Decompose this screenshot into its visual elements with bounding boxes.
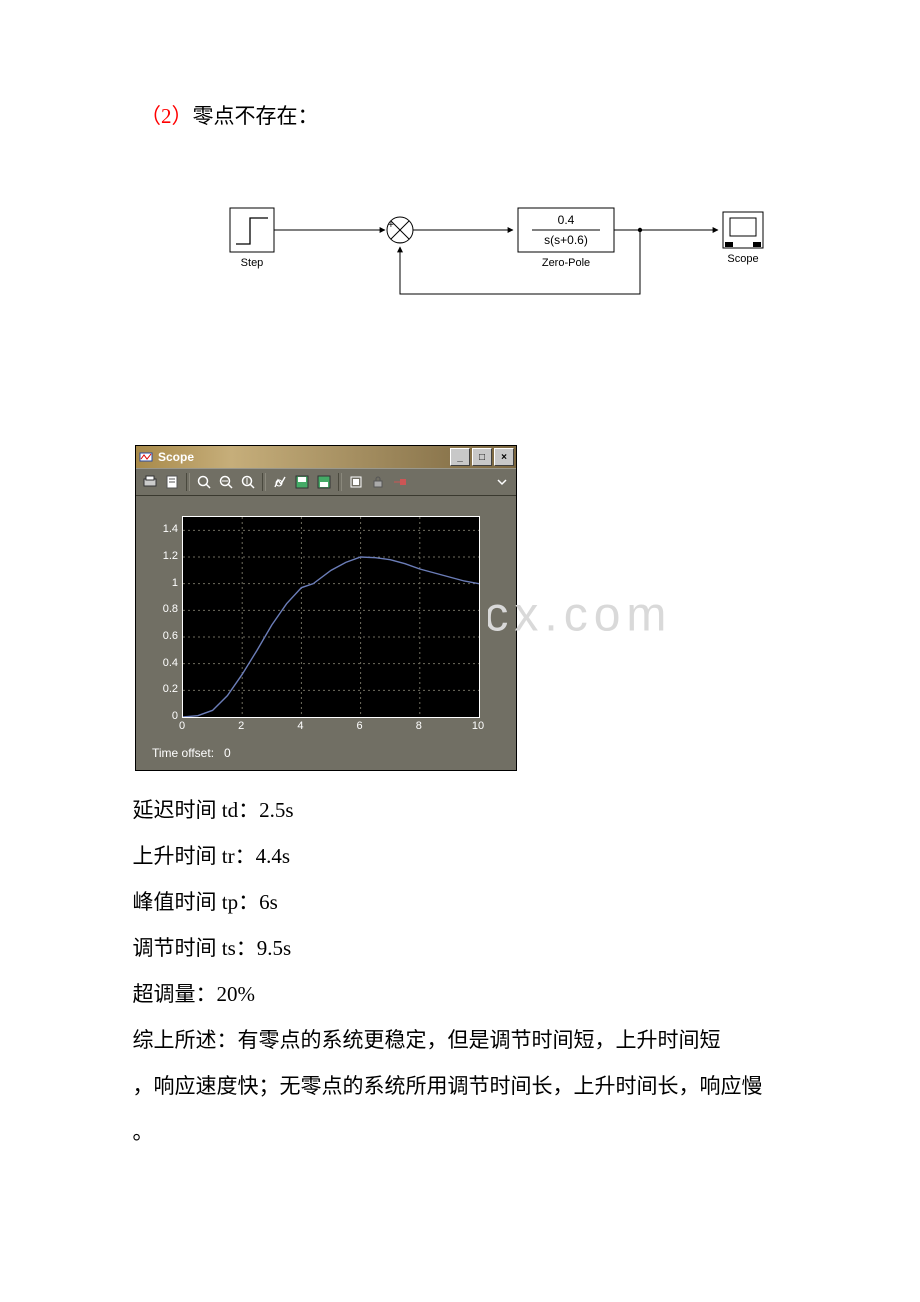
ov-value: 20% bbox=[217, 982, 256, 1006]
td-value: 2.5s bbox=[259, 798, 293, 822]
close-button[interactable]: × bbox=[494, 448, 514, 466]
scope-window: Scope _ □ × 00. bbox=[135, 445, 517, 771]
x-tick-label: 2 bbox=[238, 720, 244, 732]
restore-axes-icon[interactable] bbox=[314, 472, 334, 492]
summary-line-3: 。 bbox=[80, 1111, 840, 1153]
y-tick-label: 1 bbox=[148, 577, 178, 589]
scope-block-label: Scope bbox=[727, 253, 758, 265]
zoom-in-icon[interactable] bbox=[194, 472, 214, 492]
time-offset-value: 0 bbox=[224, 746, 231, 760]
metric-overshoot: 超调量：20% bbox=[80, 973, 840, 1015]
plot-svg bbox=[183, 517, 479, 717]
ts-symbol: ts： bbox=[222, 936, 257, 960]
save-axes-icon[interactable] bbox=[292, 472, 312, 492]
sum-plus-icon: + bbox=[388, 220, 394, 231]
zoom-y-icon[interactable] bbox=[238, 472, 258, 492]
tr-label: 上升时间 bbox=[133, 844, 217, 868]
ts-value: 9.5s bbox=[257, 936, 291, 960]
y-tick-label: 0.6 bbox=[148, 630, 178, 642]
metrics-block: 延迟时间 td：2.5s 上升时间 tr：4.4s 峰值时间 tp：6s 调节时… bbox=[80, 789, 840, 1153]
autoscale-icon[interactable] bbox=[270, 472, 290, 492]
y-tick-label: 0.2 bbox=[148, 683, 178, 695]
minimize-button[interactable]: _ bbox=[450, 448, 470, 466]
toolbar-separator bbox=[262, 473, 266, 491]
zoom-x-icon[interactable] bbox=[216, 472, 236, 492]
x-tick-label: 10 bbox=[472, 720, 484, 732]
summary-line-2: ，响应速度快；无零点的系统所用调节时间长，上升时间长，响应慢 bbox=[80, 1065, 840, 1107]
lock-icon[interactable] bbox=[368, 472, 388, 492]
time-offset-text: Time offset: bbox=[152, 746, 214, 760]
metric-tp: 峰值时间 tp：6s bbox=[80, 881, 840, 923]
step-label: Step bbox=[241, 257, 264, 269]
x-tick-label: 4 bbox=[297, 720, 303, 732]
y-tick-label: 0.8 bbox=[148, 603, 178, 615]
toolbar-separator bbox=[338, 473, 342, 491]
scope-toolbar bbox=[136, 468, 516, 496]
metric-ts: 调节时间 ts：9.5s bbox=[80, 927, 840, 969]
y-tick-label: 1.4 bbox=[148, 523, 178, 535]
x-tick-label: 0 bbox=[179, 720, 185, 732]
tr-value: 4.4s bbox=[256, 844, 290, 868]
scope-title: Scope bbox=[158, 450, 450, 464]
tr-symbol: tr： bbox=[222, 844, 256, 868]
zero-pole-label: Zero-Pole bbox=[542, 257, 590, 269]
plot-canvas bbox=[182, 516, 480, 718]
y-tick-label: 0 bbox=[148, 710, 178, 722]
signal-select-icon[interactable] bbox=[390, 472, 410, 492]
heading-prefix: （2） bbox=[140, 104, 193, 128]
tp-label: 峰值时间 bbox=[133, 890, 217, 914]
step-block bbox=[230, 208, 274, 252]
diagram-svg: Step + − 0.4 s(s+0.6) Zero-Pole bbox=[220, 190, 780, 320]
x-tick-label: 6 bbox=[357, 720, 363, 732]
section-heading: （2）零点不存在： bbox=[140, 100, 840, 130]
toolbar-separator bbox=[186, 473, 190, 491]
document-page: www.bdocx.com （2）零点不存在： Step + − bbox=[0, 0, 920, 1302]
tp-symbol: tp： bbox=[222, 890, 259, 914]
block-diagram: Step + − 0.4 s(s+0.6) Zero-Pole bbox=[220, 190, 780, 325]
ov-label: 超调量： bbox=[133, 982, 217, 1006]
tf-denominator: s(s+0.6) bbox=[544, 233, 588, 247]
plot-area: 0 0.2 0.4 0.6 0.8 1 1.2 1.4 0 2 4 6 8 10 bbox=[148, 510, 488, 740]
ts-label: 调节时间 bbox=[133, 936, 217, 960]
params-icon[interactable] bbox=[162, 472, 182, 492]
maximize-button[interactable]: □ bbox=[472, 448, 492, 466]
tf-numerator: 0.4 bbox=[558, 213, 575, 227]
y-tick-label: 0.4 bbox=[148, 657, 178, 669]
metric-td: 延迟时间 td：2.5s bbox=[80, 789, 840, 831]
summary-line-1: 综上所述：有零点的系统更稳定，但是调节时间短，上升时间短 bbox=[80, 1019, 840, 1061]
print-icon[interactable] bbox=[140, 472, 160, 492]
titlebar: Scope _ □ × bbox=[136, 446, 516, 468]
y-tick-label: 1.2 bbox=[148, 550, 178, 562]
td-label: 延迟时间 bbox=[133, 798, 217, 822]
td-symbol: td： bbox=[222, 798, 259, 822]
window-buttons: _ □ × bbox=[450, 448, 514, 466]
float-icon[interactable] bbox=[346, 472, 366, 492]
heading-text: 零点不存在： bbox=[193, 104, 319, 128]
overflow-icon[interactable] bbox=[492, 472, 512, 492]
metric-tr: 上升时间 tr：4.4s bbox=[80, 835, 840, 877]
time-offset-label: Time offset: 0 bbox=[148, 740, 504, 764]
scope-body: 0 0.2 0.4 0.6 0.8 1 1.2 1.4 0 2 4 6 8 10 Time offset… bbox=[136, 496, 516, 770]
scope-app-icon bbox=[138, 449, 154, 465]
tp-value: 6s bbox=[259, 890, 278, 914]
x-tick-label: 8 bbox=[416, 720, 422, 732]
